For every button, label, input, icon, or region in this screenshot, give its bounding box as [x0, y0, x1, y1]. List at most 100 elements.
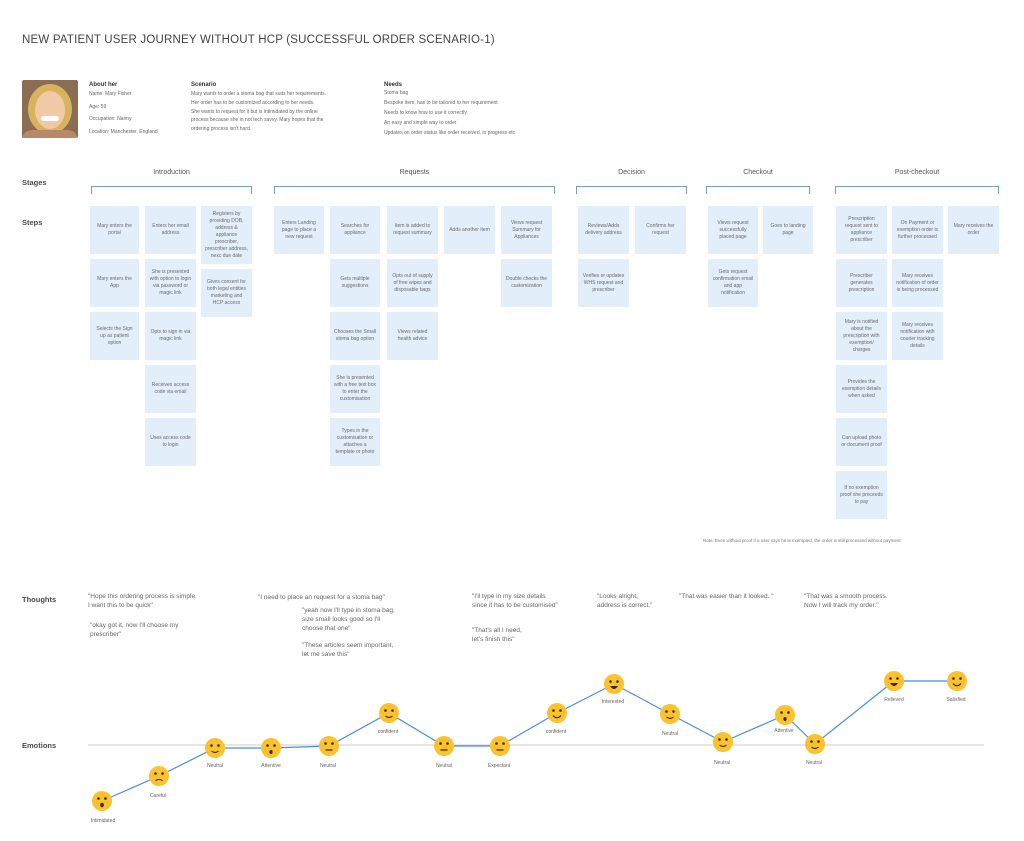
- thought-line: "These articles seem important,: [302, 642, 394, 649]
- thought: "yeah now I'll type in stoma bag, size s…: [302, 606, 395, 633]
- thought-line: prescriber": [90, 631, 122, 638]
- emotion-label: Attentive: [774, 728, 794, 734]
- step-card: She is presented with a free text box to…: [330, 365, 380, 413]
- emoji-surprised-icon: [261, 738, 281, 758]
- emotion-label: Neutral: [206, 763, 224, 769]
- emoji-neutral-icon: [434, 736, 454, 756]
- stage-introduction: Introduction: [153, 169, 190, 176]
- step-card: Selects the Sign up as patient option: [90, 312, 139, 360]
- thought: "I'll type in my size details since it h…: [472, 592, 558, 610]
- step-card: Mary receives notification with courier …: [892, 312, 943, 360]
- stage-bracket: [706, 186, 810, 194]
- scenario-line: ordering process isn't hard.: [191, 126, 252, 133]
- step-card: Types in the customisation or attaches a…: [330, 418, 380, 466]
- scenario-text: Mary wants to order a stoma bag that sui…: [191, 90, 326, 134]
- scenario-heading: Scenario: [191, 82, 217, 88]
- thought-line: "That was easier than it looked. ": [679, 593, 774, 600]
- stage-bracket: [91, 186, 252, 194]
- step-card: Searches for appliance: [330, 206, 380, 254]
- thought-line: let's finish this": [472, 636, 515, 643]
- thought-line: "I need to place an request for a stoma …: [258, 594, 385, 601]
- thought-line: address is correct.": [597, 602, 653, 609]
- step-card: Uses access code to login: [145, 418, 196, 466]
- thought-line: let me save this": [302, 651, 350, 658]
- emoji-smile-icon: [379, 703, 399, 723]
- about-list: Name: Mary Fisher Age: 59 Occupation: Na…: [89, 88, 158, 138]
- emotion-label: Neutral: [805, 760, 823, 766]
- emoji-smile-icon: [205, 738, 225, 758]
- emoji-grin-icon: [884, 671, 904, 691]
- needs-list: Stoma bag Bespoke item, has to be tailor…: [384, 88, 515, 138]
- emoji-smile-icon: [805, 734, 825, 754]
- stage-post-checkout: Post-checkout: [894, 169, 940, 176]
- emoji-surprised-icon: [775, 705, 795, 725]
- emotion-label: Satisfied: [946, 697, 966, 703]
- thought: "That was a smooth process. Now I will t…: [804, 592, 888, 610]
- step-card: Gives consent for both legal entities ma…: [201, 269, 252, 317]
- emoji-happy-icon: [947, 671, 967, 691]
- step-card: Views request successfully placed page: [708, 206, 758, 254]
- stage-bracket: [274, 186, 555, 194]
- step-card: She is presented with option to login vi…: [145, 259, 196, 307]
- stage-checkout: Checkout: [743, 169, 773, 176]
- step-card: Double checks the customization: [501, 259, 552, 307]
- needs-item: An easy and simple way to order: [384, 120, 457, 126]
- emotion-label: Careful: [149, 793, 167, 799]
- step-card: Opts out of supply of free wipes and dis…: [387, 259, 438, 307]
- step-card: Adds another item: [444, 206, 495, 254]
- emotions-row-label: Emotions: [22, 741, 57, 750]
- emoji-neutral-icon: [319, 736, 339, 756]
- step-card: On Payment or exemption order is further…: [892, 206, 943, 254]
- thought: "Looks alright, address is correct.": [597, 592, 652, 610]
- step-card: Mary receives the order: [948, 206, 999, 254]
- step-card: Mary receives notification of order is b…: [892, 259, 943, 307]
- thought-line: "yeah now I'll type in stoma bag,: [302, 607, 395, 614]
- emotion-label: Neutral: [319, 763, 337, 769]
- thought: "That's all I need, let's finish this": [472, 626, 522, 644]
- emotion-label: confident: [545, 729, 567, 735]
- emoji-worried-icon: [92, 791, 112, 811]
- needs-item: Stoma bag: [384, 90, 409, 96]
- needs-item: Bespoke item, has to be tailored to her …: [384, 100, 498, 106]
- needs-item: Needs to know how to use it correctly: [384, 110, 467, 116]
- about-name: Name: Mary Fisher: [89, 91, 132, 97]
- emotion-label: Attentive: [261, 763, 281, 769]
- thought: "Hope this ordering process is simple. I…: [88, 592, 197, 610]
- emotion-label: Neutral: [661, 731, 679, 737]
- thought-line: "Looks alright,: [597, 593, 638, 600]
- step-card: Chooses the Small stoma bag option: [330, 312, 380, 360]
- stage-decision: Decision: [618, 169, 645, 176]
- step-card: Provides the exemption details when aske…: [836, 365, 887, 413]
- stages-row-label: Stages: [22, 178, 47, 187]
- thought: "I need to place an request for a stoma …: [258, 593, 385, 602]
- thought-line: choose that one": [302, 625, 351, 632]
- step-card: Receives access code via email: [145, 365, 196, 413]
- step-card: Views related health advice: [387, 312, 438, 360]
- thought-line: "That was a smooth process.: [804, 593, 888, 600]
- about-heading: About her: [89, 82, 118, 88]
- thought-line: "That's all I need,: [472, 627, 522, 634]
- step-card: Views request Summary for Appliances: [501, 206, 552, 254]
- step-card: Goes to landing page: [763, 206, 813, 254]
- step-card: Verifies or updates WHS request and pres…: [578, 259, 629, 307]
- step-card: Confirms her request: [635, 206, 686, 254]
- thought-line: "I'll type in my size details: [472, 593, 546, 600]
- thought: "These articles seem important, let me s…: [302, 641, 393, 659]
- about-age: Age: 59: [89, 103, 107, 110]
- about-location: Location: Manchester, England: [89, 128, 158, 135]
- emotion-curve-chart: [88, 671, 984, 811]
- step-card: Opts to sign in via magic link: [145, 312, 196, 360]
- emoji-neutral-icon: [490, 736, 510, 756]
- page-title: NEW PATIENT USER JOURNEY WITHOUT HCP (SU…: [22, 34, 495, 46]
- scenario-line: Her order has to be customized according…: [191, 99, 315, 106]
- step-card: Can upload photo or document proof: [836, 418, 887, 466]
- scenario-line: process because she in not tech savvy. M…: [191, 117, 324, 124]
- emotion-label: Intimidated: [90, 818, 116, 824]
- step-card: Prescription request sent to appliance p…: [836, 206, 887, 254]
- step-card: Registers by providing DOB, address & ap…: [201, 206, 252, 264]
- emoji-smile-icon: [713, 732, 733, 752]
- step-card: Gets request confirmation email and app …: [708, 259, 758, 307]
- emotion-label: Neutral: [713, 760, 731, 766]
- thought-line: since it has to be customised": [472, 602, 558, 609]
- thought-line: Now I will track my order.": [804, 602, 879, 609]
